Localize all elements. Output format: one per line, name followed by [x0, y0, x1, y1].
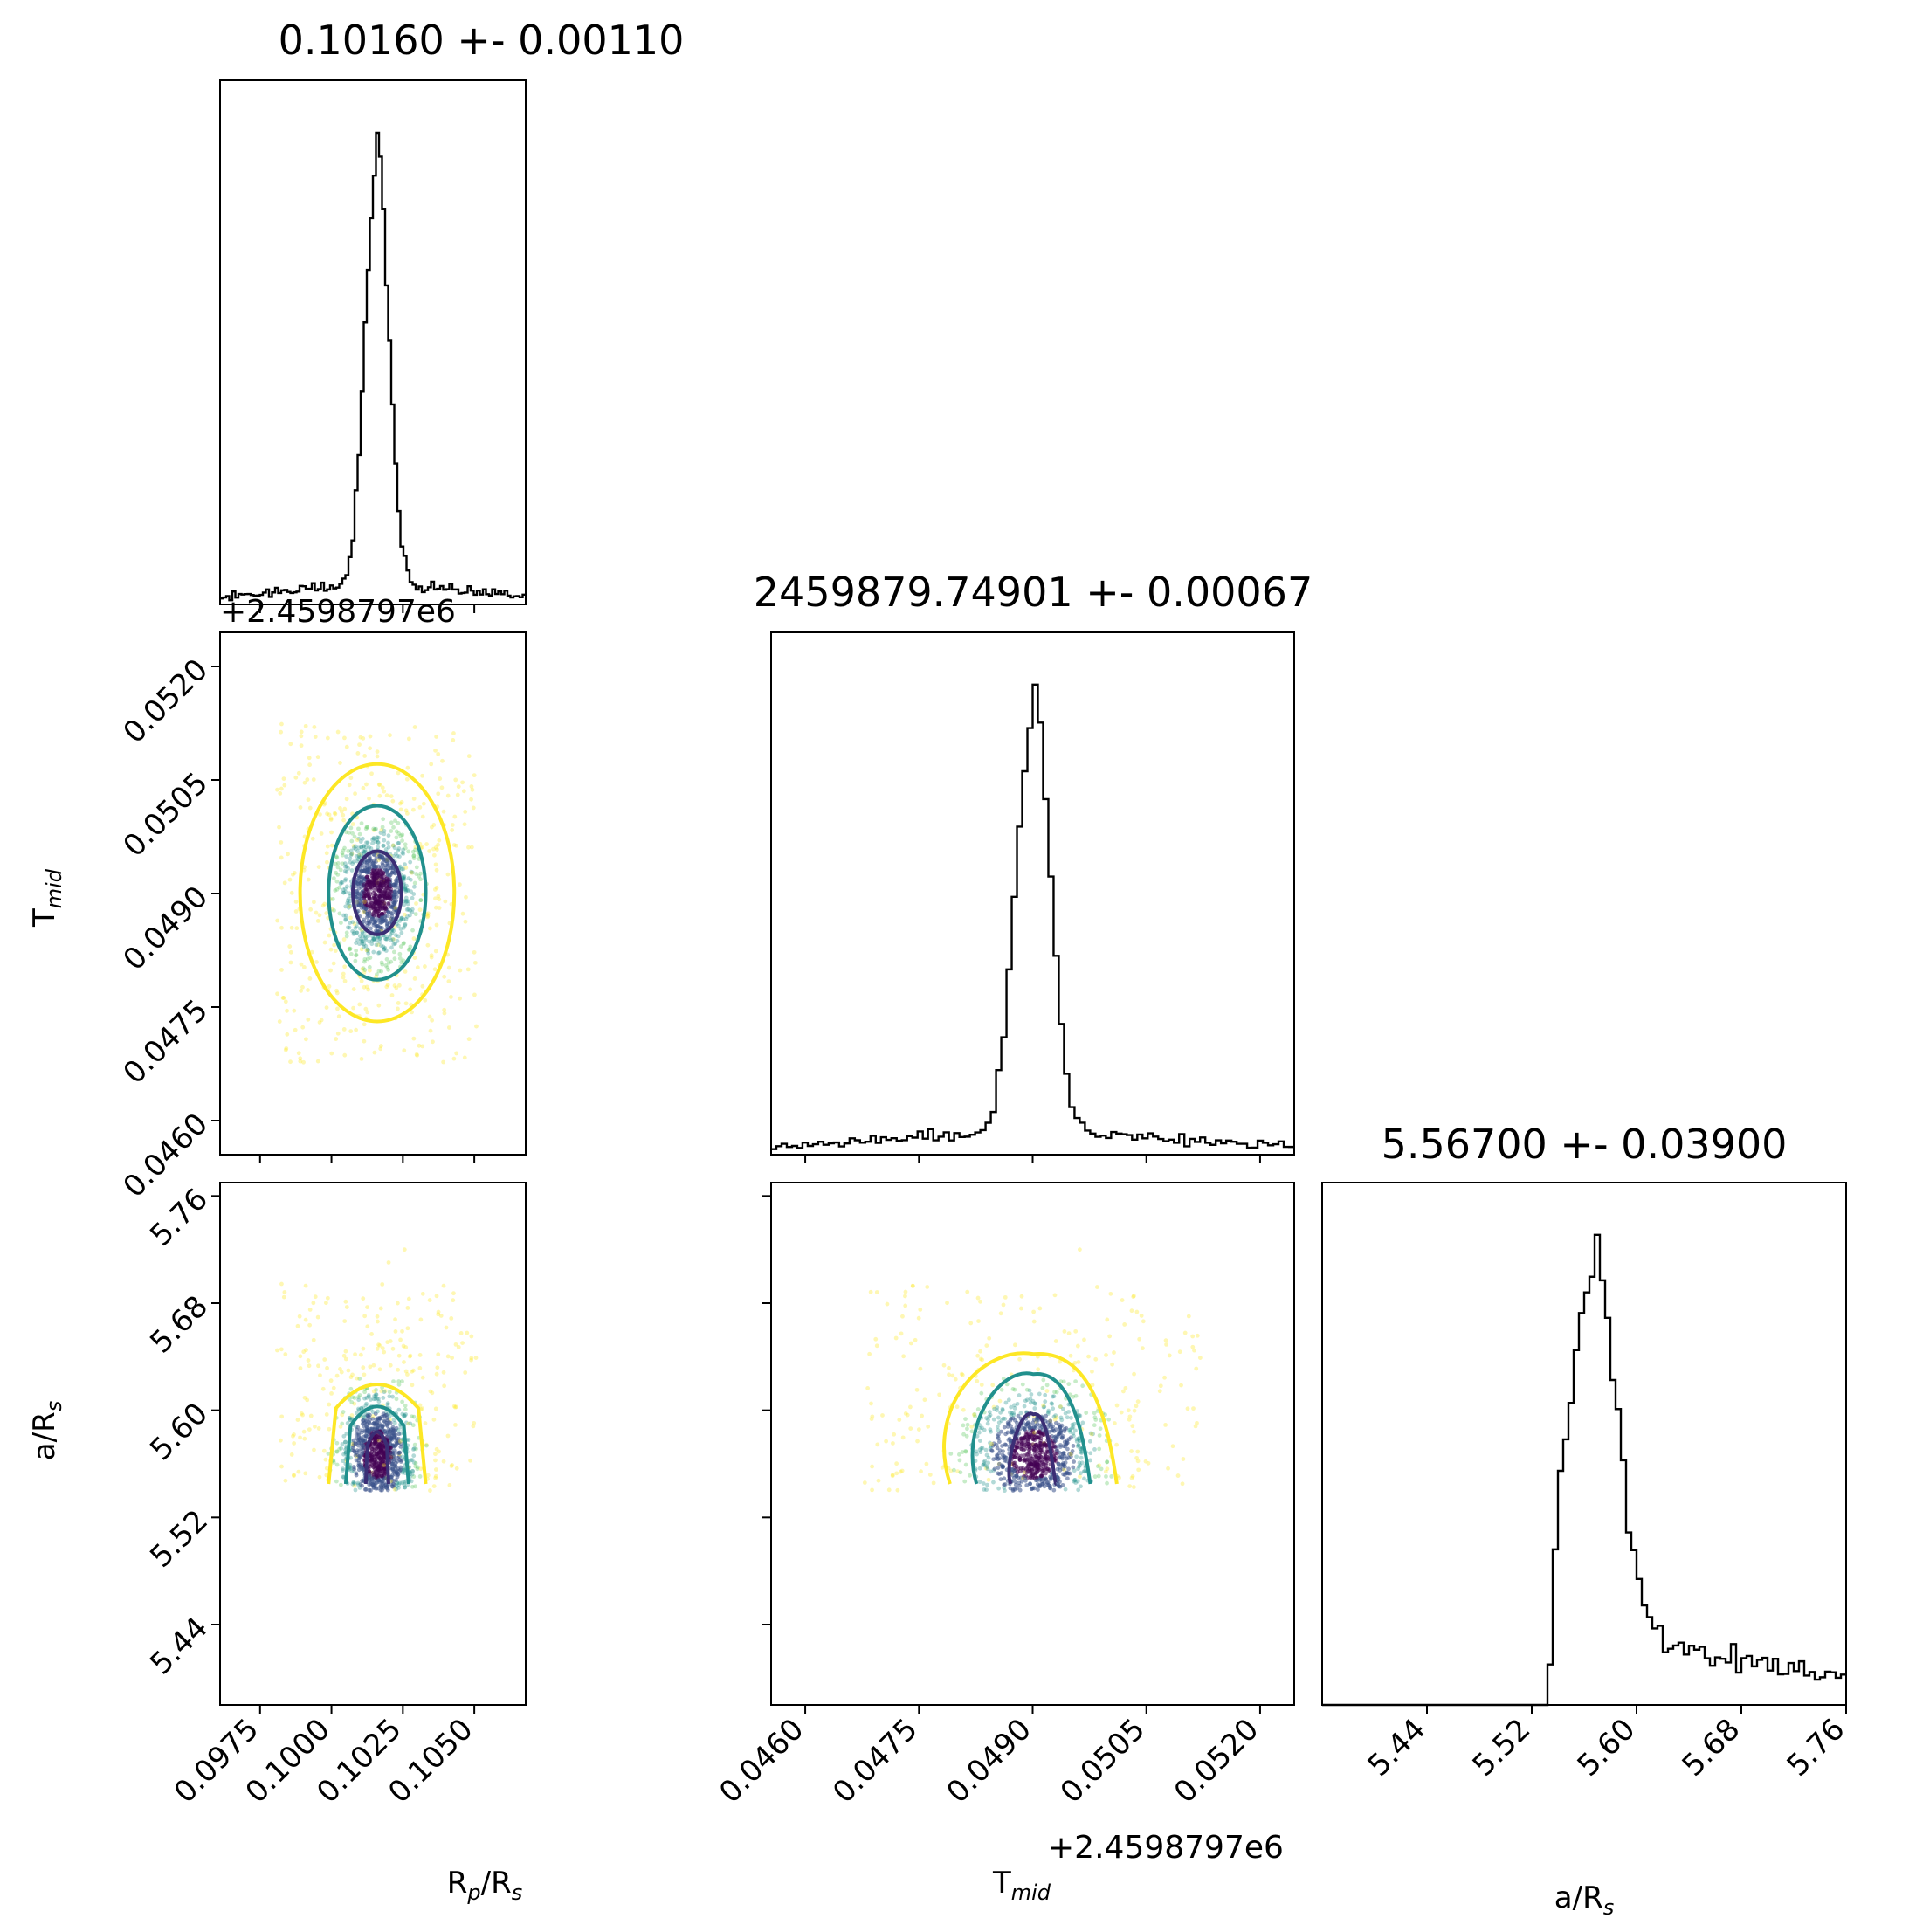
- title-tmid: 2459879.74901 +- 0.00067: [754, 569, 1313, 616]
- contour-outer-ars-rp: [327, 1382, 428, 1485]
- y-tmid-tick-label: 0.0490: [117, 880, 215, 977]
- title-rp: 0.10160 +- 0.00110: [279, 17, 685, 64]
- y-ars-tick-label: 5.44: [143, 1611, 215, 1682]
- contour-inner-ars-rp: [363, 1430, 390, 1485]
- offset-text-tmid-x: +2.4598797e6: [1048, 1830, 1284, 1866]
- x-ars-tick-label: 5.68: [1676, 1712, 1747, 1784]
- contour-outer-tmid-rp: [298, 762, 457, 1024]
- y-tmid-tick-label: 0.0475: [117, 993, 215, 1091]
- x-tmid-tick-label: 0.0520: [1168, 1712, 1265, 1810]
- x-tmid-tick-label: 0.0505: [1054, 1712, 1152, 1810]
- x-tmid-tick-label: 0.0475: [826, 1712, 924, 1810]
- scatter-ars-vs-tmid-points: [862, 1247, 1203, 1494]
- xlabel-rp: Rp/Rs: [447, 1866, 522, 1905]
- ylabel-tmid: Tmid: [27, 868, 66, 928]
- x-ars-tick-label: 5.44: [1361, 1712, 1433, 1784]
- contour-middle-tmid-rp: [327, 804, 428, 982]
- xlabel-ars: a/Rs: [1554, 1880, 1614, 1920]
- contour-inner-ars-tmid: [1007, 1411, 1058, 1487]
- y-ars-tick-label: 5.68: [143, 1289, 215, 1361]
- hist-tmid-steps: [771, 683, 1294, 1150]
- ylabel-ars: a/Rs: [27, 1401, 66, 1460]
- title-ars: 5.56700 +- 0.03900: [1382, 1121, 1788, 1168]
- y-tmid-tick-label: 0.0460: [117, 1107, 215, 1204]
- x-ars-tick-label: 5.76: [1781, 1712, 1852, 1784]
- hist-rp-frame: [219, 79, 527, 605]
- y-ars-tick-label: 5.52: [143, 1503, 215, 1575]
- y-ars-tick-label: 5.76: [143, 1182, 215, 1253]
- contour-outer-ars-tmid: [942, 1351, 1119, 1485]
- x-tmid-tick-label: 0.0490: [940, 1712, 1037, 1810]
- scatter-ars-vs-rp-frame: [219, 1182, 527, 1706]
- y-tmid-tick-label: 0.0520: [117, 652, 215, 750]
- contour-middle-ars-rp: [343, 1404, 410, 1485]
- scatter-tmid-vs-rp-points: [275, 721, 479, 1065]
- xlabel-tmid: Tmid: [992, 1866, 1051, 1905]
- hist-rp-steps: [220, 131, 526, 602]
- x-ars-tick-label: 5.60: [1571, 1712, 1643, 1784]
- offset-text-tmid-y: +2.4598797e6: [220, 594, 456, 630]
- x-tmid-tick-label: 0.0460: [713, 1712, 810, 1810]
- y-ars-tick-label: 5.60: [143, 1396, 215, 1467]
- contour-middle-ars-tmid: [970, 1371, 1092, 1485]
- contour-inner-tmid-rp: [351, 849, 403, 936]
- x-ars-tick-label: 5.52: [1466, 1712, 1538, 1784]
- scatter-ars-vs-rp-points: [275, 1247, 479, 1493]
- y-tmid-tick-label: 0.0505: [117, 766, 215, 864]
- hist-ars-steps: [1322, 1233, 1846, 1707]
- hist-ars-frame: [1321, 1182, 1847, 1706]
